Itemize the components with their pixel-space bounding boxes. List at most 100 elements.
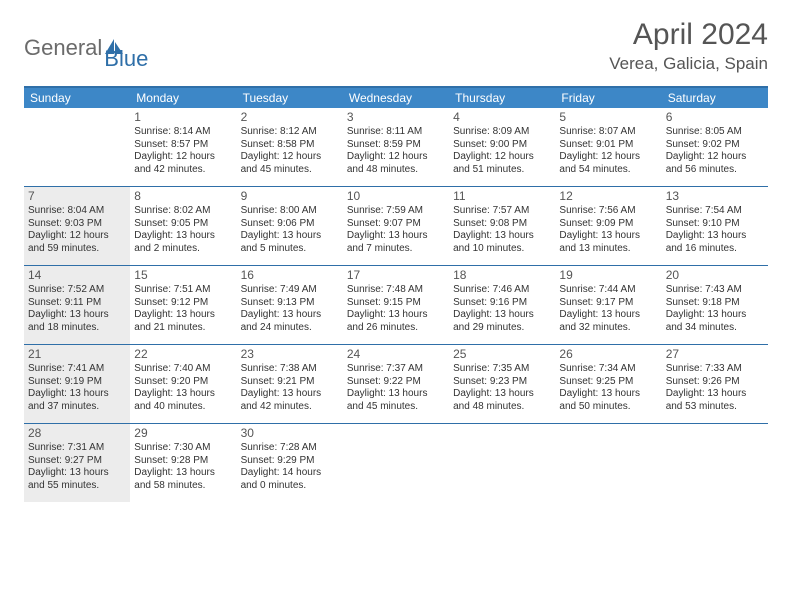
day-cell: 5Sunrise: 8:07 AMSunset: 9:01 PMDaylight… <box>555 108 661 186</box>
day-detail-line: Sunset: 9:29 PM <box>241 455 339 468</box>
day-detail-line: Sunrise: 7:46 AM <box>453 284 551 297</box>
day-detail-line: and 32 minutes. <box>559 322 657 335</box>
day-detail-line: Sunrise: 7:35 AM <box>453 363 551 376</box>
day-cell <box>449 424 555 502</box>
weekday-label: Thursday <box>449 88 555 108</box>
day-cell: 11Sunrise: 7:57 AMSunset: 9:08 PMDayligh… <box>449 187 555 265</box>
day-cell: 7Sunrise: 8:04 AMSunset: 9:03 PMDaylight… <box>24 187 130 265</box>
day-detail-line: Daylight: 12 hours <box>453 151 551 164</box>
day-cell: 2Sunrise: 8:12 AMSunset: 8:58 PMDaylight… <box>237 108 343 186</box>
day-cell <box>24 108 130 186</box>
day-detail-line: Sunrise: 7:43 AM <box>666 284 764 297</box>
day-number: 30 <box>241 426 339 441</box>
day-number: 5 <box>559 110 657 125</box>
week-row: 14Sunrise: 7:52 AMSunset: 9:11 PMDayligh… <box>24 266 768 345</box>
day-detail-line: Daylight: 13 hours <box>134 388 232 401</box>
weekday-label: Sunday <box>24 88 130 108</box>
day-detail-line: Sunset: 9:11 PM <box>28 297 126 310</box>
day-number: 23 <box>241 347 339 362</box>
day-detail-line: Sunrise: 8:14 AM <box>134 126 232 139</box>
day-number: 7 <box>28 189 126 204</box>
day-number: 25 <box>453 347 551 362</box>
day-cell: 22Sunrise: 7:40 AMSunset: 9:20 PMDayligh… <box>130 345 236 423</box>
week-row: 1Sunrise: 8:14 AMSunset: 8:57 PMDaylight… <box>24 108 768 187</box>
day-detail-line: Sunrise: 7:31 AM <box>28 442 126 455</box>
day-cell: 4Sunrise: 8:09 AMSunset: 9:00 PMDaylight… <box>449 108 555 186</box>
day-detail-line: Sunrise: 7:57 AM <box>453 205 551 218</box>
day-detail-line: Sunset: 9:16 PM <box>453 297 551 310</box>
day-detail-line: Sunset: 9:26 PM <box>666 376 764 389</box>
logo: General Blue <box>24 24 148 72</box>
day-detail-line: Daylight: 12 hours <box>241 151 339 164</box>
day-number: 8 <box>134 189 232 204</box>
logo-text-general: General <box>24 35 102 61</box>
day-detail-line: Daylight: 13 hours <box>134 467 232 480</box>
day-detail-line: Daylight: 13 hours <box>453 309 551 322</box>
day-detail-line: Sunrise: 8:04 AM <box>28 205 126 218</box>
day-detail-line: and 58 minutes. <box>134 480 232 493</box>
day-detail-line: Sunset: 9:03 PM <box>28 218 126 231</box>
day-detail-line: Sunset: 9:17 PM <box>559 297 657 310</box>
day-detail-line: Sunset: 9:01 PM <box>559 139 657 152</box>
day-cell: 15Sunrise: 7:51 AMSunset: 9:12 PMDayligh… <box>130 266 236 344</box>
day-detail-line: Sunrise: 7:28 AM <box>241 442 339 455</box>
day-detail-line: Sunset: 9:22 PM <box>347 376 445 389</box>
day-cell: 21Sunrise: 7:41 AMSunset: 9:19 PMDayligh… <box>24 345 130 423</box>
day-detail-line: Sunset: 9:19 PM <box>28 376 126 389</box>
day-detail-line: Sunset: 9:20 PM <box>134 376 232 389</box>
day-detail-line: and 48 minutes. <box>347 164 445 177</box>
day-detail-line: Daylight: 13 hours <box>28 467 126 480</box>
day-cell: 20Sunrise: 7:43 AMSunset: 9:18 PMDayligh… <box>662 266 768 344</box>
day-detail-line: Sunrise: 7:51 AM <box>134 284 232 297</box>
day-detail-line: Sunset: 8:57 PM <box>134 139 232 152</box>
day-detail-line: Sunrise: 7:49 AM <box>241 284 339 297</box>
day-number: 17 <box>347 268 445 283</box>
day-cell: 16Sunrise: 7:49 AMSunset: 9:13 PMDayligh… <box>237 266 343 344</box>
day-detail-line: Sunset: 9:13 PM <box>241 297 339 310</box>
week-row: 7Sunrise: 8:04 AMSunset: 9:03 PMDaylight… <box>24 187 768 266</box>
day-detail-line: Sunrise: 7:44 AM <box>559 284 657 297</box>
day-number: 28 <box>28 426 126 441</box>
day-detail-line: Sunset: 9:06 PM <box>241 218 339 231</box>
day-number: 3 <box>347 110 445 125</box>
day-detail-line: and 34 minutes. <box>666 322 764 335</box>
day-detail-line: Sunset: 9:23 PM <box>453 376 551 389</box>
header: General Blue April 2024 Verea, Galicia, … <box>24 18 768 74</box>
day-number: 27 <box>666 347 764 362</box>
day-detail-line: and 16 minutes. <box>666 243 764 256</box>
weeks-container: 1Sunrise: 8:14 AMSunset: 8:57 PMDaylight… <box>24 108 768 502</box>
day-number: 9 <box>241 189 339 204</box>
day-number: 26 <box>559 347 657 362</box>
day-detail-line: and 53 minutes. <box>666 401 764 414</box>
location: Verea, Galicia, Spain <box>609 54 768 74</box>
day-detail-line: Sunrise: 7:30 AM <box>134 442 232 455</box>
day-detail-line: and 45 minutes. <box>347 401 445 414</box>
day-number: 15 <box>134 268 232 283</box>
day-detail-line: Sunset: 8:59 PM <box>347 139 445 152</box>
day-detail-line: Daylight: 13 hours <box>559 309 657 322</box>
day-cell: 23Sunrise: 7:38 AMSunset: 9:21 PMDayligh… <box>237 345 343 423</box>
day-detail-line: Sunset: 9:07 PM <box>347 218 445 231</box>
day-detail-line: Sunset: 9:10 PM <box>666 218 764 231</box>
day-detail-line: Sunset: 9:08 PM <box>453 218 551 231</box>
day-cell <box>555 424 661 502</box>
day-cell: 13Sunrise: 7:54 AMSunset: 9:10 PMDayligh… <box>662 187 768 265</box>
day-number: 19 <box>559 268 657 283</box>
day-detail-line: and 10 minutes. <box>453 243 551 256</box>
day-detail-line: Sunset: 9:00 PM <box>453 139 551 152</box>
weekday-label: Tuesday <box>237 88 343 108</box>
day-detail-line: Daylight: 12 hours <box>28 230 126 243</box>
day-cell: 29Sunrise: 7:30 AMSunset: 9:28 PMDayligh… <box>130 424 236 502</box>
day-detail-line: and 13 minutes. <box>559 243 657 256</box>
day-detail-line: and 7 minutes. <box>347 243 445 256</box>
day-number: 22 <box>134 347 232 362</box>
day-cell: 28Sunrise: 7:31 AMSunset: 9:27 PMDayligh… <box>24 424 130 502</box>
title-block: April 2024 Verea, Galicia, Spain <box>609 18 768 74</box>
day-detail-line: Sunrise: 7:54 AM <box>666 205 764 218</box>
day-detail-line: Sunrise: 7:48 AM <box>347 284 445 297</box>
day-detail-line: Daylight: 13 hours <box>28 309 126 322</box>
day-cell: 10Sunrise: 7:59 AMSunset: 9:07 PMDayligh… <box>343 187 449 265</box>
day-detail-line: Sunrise: 7:38 AM <box>241 363 339 376</box>
day-detail-line: and 54 minutes. <box>559 164 657 177</box>
day-detail-line: and 48 minutes. <box>453 401 551 414</box>
